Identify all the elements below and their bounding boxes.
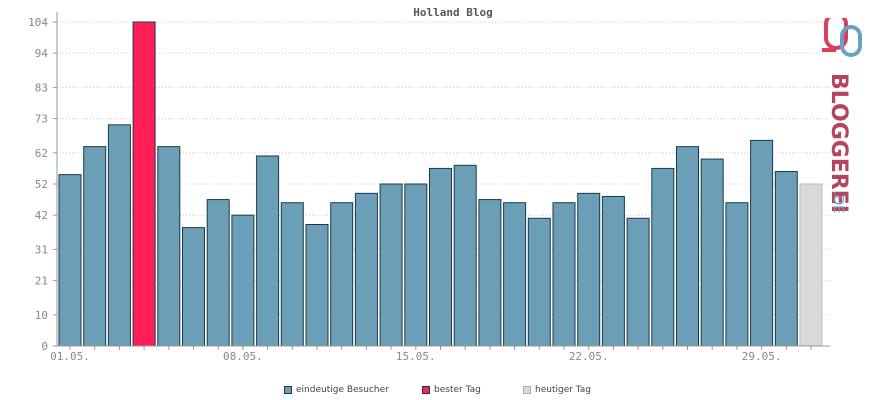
legend: eindeutige Besucher bester Tag heutiger Ta…	[0, 385, 870, 399]
x-tick-label: 08.05.	[223, 350, 263, 363]
bar-06.05.-normal	[182, 227, 205, 347]
bar-16.05.-normal	[429, 167, 452, 347]
y-tick-label: 42	[35, 209, 48, 222]
legend-label: eindeutige Besucher	[296, 385, 389, 395]
x-tick-label: 15.05.	[396, 350, 436, 363]
legend-item-today: heutiger Tag	[523, 385, 591, 395]
legend-item-best: bester Tag	[422, 385, 481, 395]
y-tick-label: 10	[35, 309, 48, 322]
bar-series	[58, 21, 823, 347]
bar-30.05.-normal	[774, 171, 798, 347]
y-tick-label: 83	[35, 81, 48, 94]
y-tick-label: 21	[35, 275, 48, 288]
y-tick-label: 104	[28, 16, 48, 29]
bar-13.05.-normal	[354, 192, 378, 347]
y-axis: 0 10 21 31 42 52 62 73 83 94 104	[28, 12, 58, 353]
logo-suffix: .DE	[830, 191, 845, 213]
bar-18.05.-normal	[478, 199, 502, 347]
y-tick-label: 94	[35, 47, 49, 60]
chart-title: Holland Blog	[413, 6, 492, 19]
y-tick-label: 62	[35, 147, 48, 160]
bar-14.05.-normal	[379, 183, 403, 347]
legend-swatch	[284, 386, 292, 394]
bar-17.05.-normal	[453, 164, 477, 347]
y-tick-label: 31	[35, 243, 48, 256]
bar-15.05.-normal	[404, 183, 428, 347]
bar-02.05.-normal	[83, 146, 107, 347]
bar-03.05.-normal	[107, 124, 131, 347]
bar-21.05.-normal	[552, 202, 576, 347]
x-axis: 01.05. 08.05. 15.05. 22.05. 29.05.	[50, 345, 830, 363]
x-tick-label: 22.05.	[569, 350, 609, 363]
bar-10.05.-normal	[280, 202, 304, 347]
bar-07.05.-normal	[206, 199, 230, 347]
bar-23.05.-normal	[601, 195, 625, 347]
bar-01.05.-normal	[58, 174, 82, 347]
x-tick-label: 29.05.	[742, 350, 782, 363]
legend-label: heutiger Tag	[535, 385, 592, 395]
bar-05.05.-normal	[157, 146, 181, 347]
y-tick-label: 52	[35, 178, 48, 191]
legend-swatch	[523, 386, 531, 394]
logo-text: BLOGGEREI	[826, 73, 851, 213]
bar-08.05.-normal	[231, 214, 255, 347]
y-tick-label: 0	[41, 340, 48, 353]
y-tick-label: 73	[35, 113, 48, 126]
bar-25.05.-normal	[651, 167, 675, 347]
bar-04.05.-best	[132, 21, 156, 347]
bar-12.05.-normal	[330, 202, 354, 347]
bar-29.05.-normal	[750, 139, 774, 347]
bar-26.05.-normal	[676, 146, 699, 347]
bar-09.05.-normal	[256, 155, 280, 347]
bloggerei-logo: BLOGGEREI .DE	[810, 12, 870, 218]
bar-20.05.-normal	[527, 217, 551, 347]
legend-item-normal: eindeutige Besucher	[284, 385, 389, 395]
bar-11.05.-normal	[305, 224, 329, 347]
bar-24.05.-normal	[626, 217, 650, 347]
bar-22.05.-normal	[577, 192, 601, 347]
logo-icon	[822, 12, 862, 57]
bar-19.05.-normal	[503, 202, 527, 347]
bar-28.05.-normal	[725, 202, 749, 347]
legend-label: bester Tag	[434, 385, 481, 395]
legend-swatch	[422, 386, 430, 394]
x-tick-label: 01.05.	[50, 350, 90, 363]
bar-27.05.-normal	[700, 158, 724, 347]
